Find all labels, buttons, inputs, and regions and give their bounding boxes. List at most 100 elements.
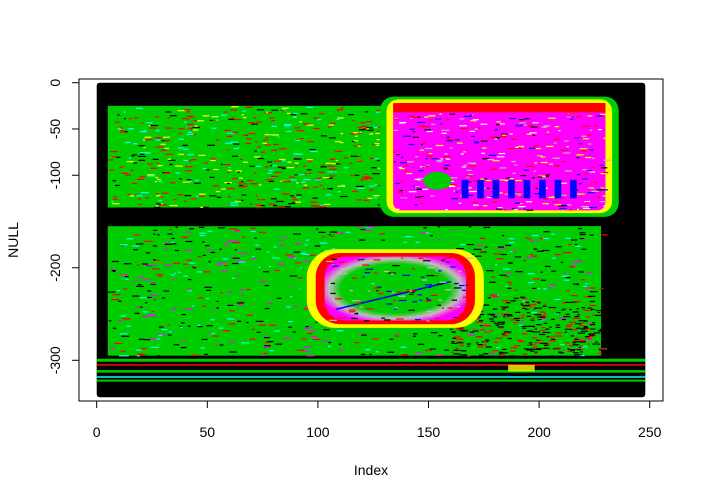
scatter-point: [350, 133, 356, 135]
scatter-point: [572, 317, 581, 319]
scatter-point: [287, 161, 292, 163]
scatter-point: [594, 341, 598, 343]
scatter-point: [418, 257, 424, 259]
scatter-point: [555, 324, 561, 326]
scatter-point: [139, 153, 145, 155]
scatter-point: [587, 192, 595, 194]
scatter-point: [498, 152, 506, 155]
scatter-point: [312, 197, 319, 199]
scatter-point: [303, 327, 309, 330]
scatter-point: [376, 138, 382, 141]
scatter-point: [572, 344, 580, 346]
scatter-point: [481, 152, 485, 154]
scatter-point: [502, 234, 505, 237]
scatter-point: [567, 244, 572, 246]
scatter-point: [460, 243, 466, 246]
scatter-point: [596, 115, 604, 117]
scatter-point: [336, 232, 344, 234]
scatter-point: [425, 165, 430, 167]
scatter-point: [552, 257, 556, 259]
scatter-point: [414, 204, 418, 206]
scatter-point: [136, 355, 141, 357]
scatter-point: [360, 179, 363, 182]
scatter-point: [526, 315, 531, 317]
scatter-point: [592, 343, 601, 345]
scatter-point: [122, 288, 128, 290]
scatter-point: [122, 318, 130, 320]
scatter-point: [112, 294, 121, 296]
scatter-point: [427, 267, 436, 269]
scatter-point: [408, 290, 417, 293]
scatter-point: [305, 325, 309, 328]
scatter-point: [242, 207, 249, 209]
scatter-point: [593, 332, 601, 334]
scatter-point: [423, 227, 427, 229]
scatter-point: [230, 204, 239, 206]
scatter-point: [230, 257, 233, 259]
scatter-point: [456, 338, 464, 340]
scatter-point: [449, 147, 453, 149]
scatter-point: [136, 264, 140, 266]
scatter-point: [213, 168, 219, 171]
scatter-point: [331, 163, 338, 165]
scatter-point: [422, 188, 429, 190]
scatter-point: [543, 347, 551, 349]
scatter-point: [453, 353, 460, 355]
scatter-point: [410, 117, 413, 119]
scatter-point: [474, 255, 482, 257]
scatter-point: [566, 324, 574, 326]
scatter-point: [599, 164, 604, 166]
scatter-point: [224, 182, 233, 184]
scatter-point: [359, 260, 366, 262]
scatter-point: [418, 169, 424, 172]
scatter-point: [518, 206, 526, 208]
scatter-point: [177, 110, 186, 112]
scatter-point: [482, 158, 489, 160]
scatter-point: [507, 262, 513, 264]
scatter-point: [161, 328, 168, 331]
scatter-point: [245, 106, 253, 109]
scatter-point: [157, 334, 165, 336]
scatter-point: [461, 166, 466, 168]
scatter-point: [296, 194, 302, 196]
scatter-point: [248, 132, 256, 135]
scatter-point: [540, 161, 548, 164]
scatter-point: [338, 191, 342, 193]
scatter-point: [220, 292, 223, 294]
scatter-point: [255, 121, 263, 123]
scatter-point: [117, 127, 121, 130]
scatter-point: [503, 268, 511, 270]
scatter-point: [181, 236, 189, 238]
scatter-point: [331, 264, 335, 266]
scatter-point: [532, 308, 536, 310]
scatter-point: [338, 261, 345, 263]
scatter-point: [459, 354, 468, 356]
scatter-point: [499, 179, 505, 181]
scatter-point: [398, 166, 403, 169]
scatter-point: [576, 308, 579, 310]
scatter-point: [501, 253, 507, 256]
scatter-point: [317, 119, 322, 121]
scatter-point: [579, 341, 586, 343]
scatter-point: [373, 197, 378, 199]
scatter-point: [517, 147, 522, 150]
scatter-point: [300, 252, 306, 254]
scatter-point: [579, 232, 586, 234]
scatter-point: [356, 303, 362, 305]
scatter-point: [198, 195, 205, 197]
scatter-point: [469, 331, 474, 333]
scatter-point: [465, 257, 474, 259]
scatter-point: [341, 184, 345, 186]
scatter-point: [479, 313, 485, 316]
scatter-point: [355, 312, 359, 314]
scatter-point: [434, 275, 438, 277]
scatter-point: [491, 276, 496, 278]
scatter-point: [519, 119, 525, 121]
scatter-point: [139, 131, 147, 133]
scatter-point: [542, 331, 551, 334]
scatter-point: [406, 172, 413, 175]
scatter-point: [542, 249, 550, 252]
scatter-point: [441, 132, 447, 134]
scatter-point: [242, 110, 246, 112]
